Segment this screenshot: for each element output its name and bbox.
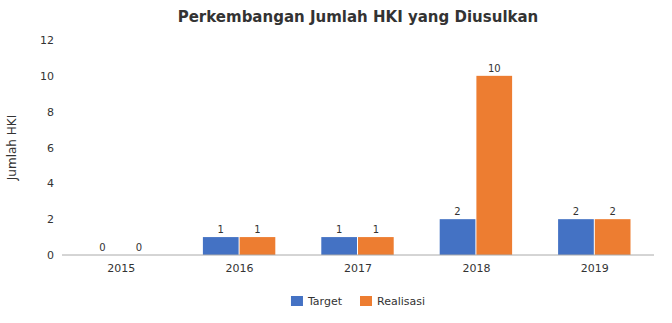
data-label: 1 [254,224,260,235]
legend-item: Target [291,295,343,308]
data-label: 0 [136,242,142,253]
bar [595,219,631,255]
x-axis-line [62,255,654,256]
data-labels: 0 1 1 2 2 0 1 1 10 2 [99,63,616,253]
y-tick-label: 10 [40,70,54,83]
data-label: 1 [373,224,379,235]
legend-swatch [360,296,372,306]
legend-item: Realisasi [360,295,425,308]
data-label: 2 [573,206,579,217]
bar [203,237,239,255]
bar [440,219,476,255]
data-label: 2 [454,206,460,217]
x-tick-label: 2015 [107,262,135,275]
y-tick-label: 4 [47,177,54,190]
bar [321,237,357,255]
bar [358,237,394,255]
legend: Target Realisasi [291,295,425,308]
y-axis-label: Jumlah HKI [5,115,19,181]
legend-label: Target [307,295,343,308]
data-label: 1 [218,224,224,235]
bars [203,76,631,255]
y-tick-label: 6 [47,142,54,155]
bar [240,237,276,255]
x-tick-label: 2019 [581,262,609,275]
bar [476,76,512,255]
chart-title: Perkembangan Jumlah HKI yang Diusulkan [178,8,539,26]
bar [558,219,594,255]
data-label: 2 [609,206,615,217]
data-label: 1 [336,224,342,235]
chart-container: Perkembangan Jumlah HKI yang Diusulkan Ju… [0,0,672,323]
x-tick-label: 2017 [344,262,372,275]
legend-swatch [291,296,303,306]
chart-svg: Perkembangan Jumlah HKI yang Diusulkan Ju… [0,0,672,323]
x-axis: 2015 2016 2017 2018 2019 [107,262,609,275]
y-tick-label: 8 [47,106,54,119]
y-tick-label: 0 [47,249,54,262]
y-tick-label: 2 [47,213,54,226]
x-tick-label: 2016 [226,262,254,275]
data-label: 10 [488,63,501,74]
y-axis: 0 2 4 6 8 10 12 [40,34,54,262]
legend-label: Realisasi [377,295,425,308]
data-label: 0 [99,242,105,253]
y-tick-label: 12 [40,34,54,47]
x-tick-label: 2018 [462,262,490,275]
